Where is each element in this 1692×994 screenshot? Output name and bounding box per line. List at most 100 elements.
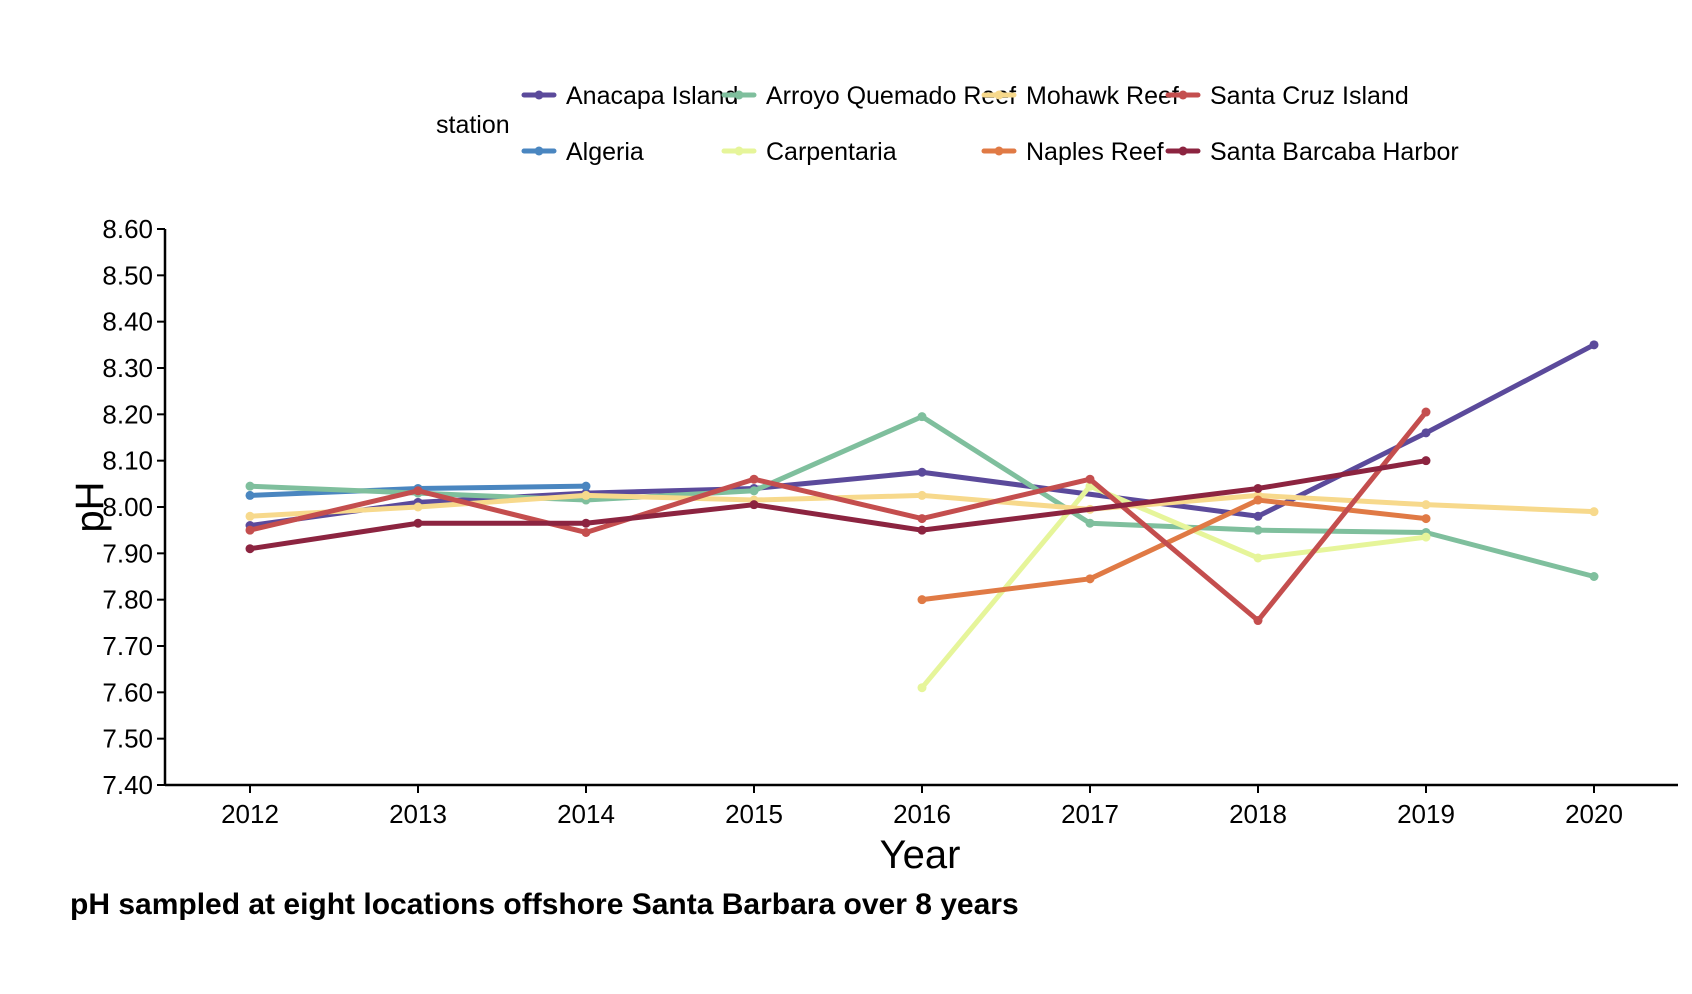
series-carpentaria — [917, 481, 1431, 693]
legend-item: Algeria — [521, 138, 644, 166]
legend-title: station — [436, 111, 510, 139]
legend-key-point — [734, 146, 744, 156]
series-line — [919, 497, 1429, 603]
data-point — [413, 502, 423, 512]
legend-item: Arroyo Quemado Reef — [721, 82, 1016, 110]
legend-label: Arroyo Quemado Reef — [766, 82, 1016, 110]
series-santa-barcaba-harbor — [245, 456, 1431, 554]
data-point — [1253, 525, 1263, 535]
data-point — [1589, 572, 1599, 581]
data-point — [581, 481, 591, 491]
series-naples-reef — [917, 495, 1431, 605]
data-point — [245, 544, 255, 554]
y-tick-label: 7.50 — [102, 724, 153, 754]
legend-item: Carpentaria — [721, 138, 897, 166]
y-tick-label: 8.10 — [102, 446, 153, 476]
y-tick-label: 8.30 — [102, 353, 153, 383]
legend-label: Naples Reef — [1026, 138, 1164, 166]
data-point — [1421, 514, 1431, 524]
x-tick-label: 2014 — [557, 799, 615, 829]
data-point — [1253, 511, 1263, 521]
data-point — [1589, 340, 1599, 350]
data-point — [1421, 500, 1431, 510]
series-layer — [245, 340, 1599, 693]
data-point — [917, 467, 927, 477]
data-point — [581, 518, 591, 528]
legend-key-point — [994, 146, 1004, 156]
data-point — [917, 525, 927, 535]
y-axis-title: pH — [68, 481, 112, 532]
legend-label: Mohawk Reef — [1026, 82, 1179, 110]
data-point — [917, 514, 927, 524]
y-tick-label: 8.40 — [102, 307, 153, 337]
y-tick-label: 7.90 — [102, 538, 153, 568]
x-tick-label: 2019 — [1397, 799, 1455, 829]
x-tick-label: 2016 — [893, 799, 951, 829]
data-point — [1421, 532, 1431, 542]
series-arroyo-quemado-reef — [245, 412, 1599, 581]
data-point — [1421, 407, 1431, 417]
legend-item: Santa Cruz Island — [1165, 82, 1409, 110]
data-point — [245, 525, 255, 535]
x-tick-label: 2015 — [725, 799, 783, 829]
data-point — [1253, 616, 1263, 626]
data-point — [245, 481, 255, 491]
data-point — [413, 486, 423, 496]
legend-key-point — [534, 90, 544, 100]
legend-key-point — [1178, 146, 1188, 156]
data-point — [1085, 518, 1095, 528]
legend-key-point — [734, 90, 744, 100]
x-tick-label: 2012 — [221, 799, 279, 829]
y-tick-label: 8.20 — [102, 399, 153, 429]
x-tick-label: 2018 — [1229, 799, 1287, 829]
data-point — [1421, 428, 1431, 438]
data-point — [749, 500, 759, 510]
legend-key-point — [1178, 90, 1188, 100]
x-tick-label: 2020 — [1565, 799, 1623, 829]
data-point — [1589, 507, 1599, 517]
legend-key-point — [994, 90, 1004, 100]
x-tick-label: 2017 — [1061, 799, 1119, 829]
data-point — [1253, 553, 1263, 563]
data-point — [917, 683, 927, 693]
data-point — [1085, 574, 1095, 584]
axes: 7.40 7.50 7.60 7.70 7.80 7.90 8.00 8.10 8.20 8.30… — [102, 214, 1678, 829]
legend-item: Mohawk Reef — [981, 82, 1179, 110]
data-point — [917, 595, 927, 605]
series-line — [919, 483, 1429, 691]
data-point — [581, 490, 591, 500]
data-point — [1253, 483, 1263, 493]
data-point — [917, 412, 927, 422]
series-santa-cruz-island — [245, 407, 1431, 626]
data-point — [245, 511, 255, 521]
data-point — [1085, 474, 1095, 484]
y-tick-label: 8.60 — [102, 214, 153, 244]
data-point — [1421, 456, 1431, 466]
x-axis-title: Year — [880, 833, 961, 877]
data-point — [917, 490, 927, 500]
data-point — [413, 518, 423, 528]
y-tick-label: 7.80 — [102, 585, 153, 615]
legend: station Anacapa Island Algeria Arroyo Quem… — [436, 82, 1459, 166]
series-line — [247, 409, 1429, 624]
y-tick-label: 7.40 — [102, 770, 153, 800]
y-tick-label: 8.00 — [102, 492, 153, 522]
legend-key-point — [534, 146, 544, 156]
data-point — [1253, 495, 1263, 505]
legend-label: Algeria — [566, 138, 644, 166]
data-point — [749, 474, 759, 484]
chart-caption: pH sampled at eight locations offshore S… — [70, 888, 1019, 921]
legend-label: Santa Cruz Island — [1210, 82, 1409, 110]
data-point — [245, 490, 255, 500]
legend-item: Santa Barcaba Harbor — [1165, 138, 1459, 166]
legend-item: Anacapa Island — [521, 82, 738, 110]
legend-label: Santa Barcaba Harbor — [1210, 138, 1459, 166]
legend-item: Naples Reef — [981, 138, 1164, 166]
legend-label: Anacapa Island — [566, 82, 738, 110]
y-tick-label: 7.70 — [102, 631, 153, 661]
y-tick-label: 8.50 — [102, 260, 153, 290]
data-point — [749, 486, 759, 496]
legend-label: Carpentaria — [766, 138, 897, 166]
y-tick-label: 7.60 — [102, 677, 153, 707]
